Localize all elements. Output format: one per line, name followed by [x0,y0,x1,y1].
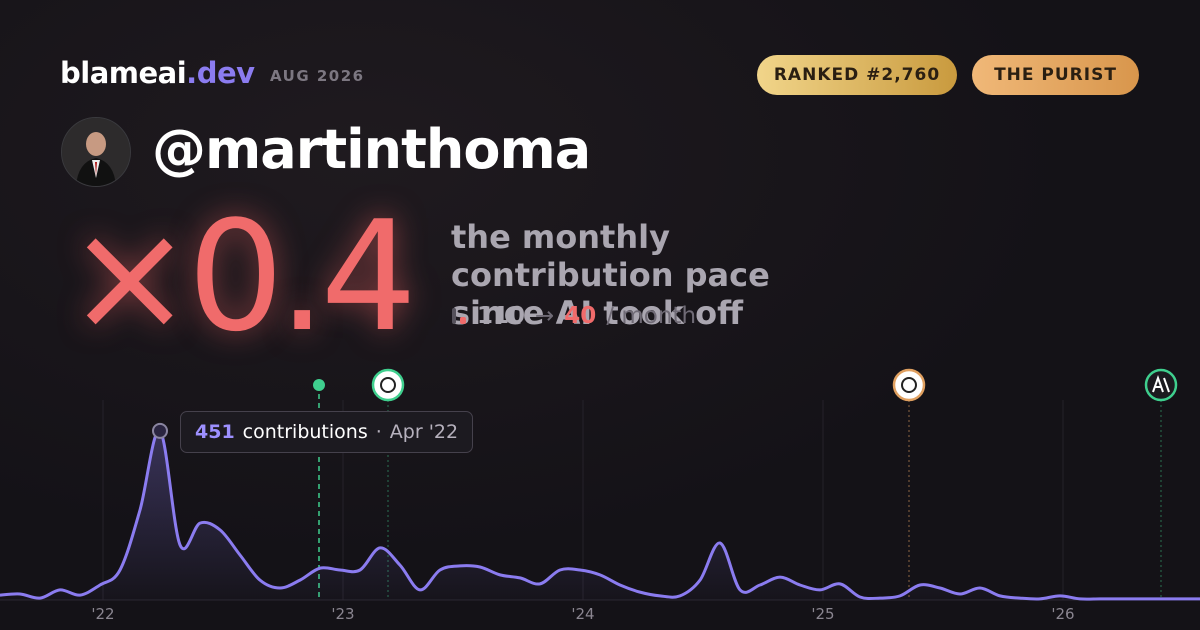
area [0,430,1200,600]
pace-after: 40 [564,303,597,329]
rank-badge: RANKED #2,760 [757,55,957,95]
brand-tld: .dev [186,56,255,90]
pace-icon [452,308,466,324]
tooltip-separator: · [375,421,382,443]
x-tick-label: '24 [571,605,594,623]
event-icon [371,368,405,402]
avatar [61,117,131,187]
pace: 110 → 40 / month [451,303,696,329]
chart: '22 '23 '24 '25 '26 [0,368,1200,623]
period: AUG 2026 [270,67,365,85]
tooltip-unit: contributions [242,421,368,443]
pace-unit: / month [606,303,697,329]
avatar-image [62,118,130,186]
tooltip-date: Apr '22 [389,421,459,443]
event-icon [892,368,926,402]
pace-arrow: → [535,303,555,329]
brand-name: blameai [60,56,187,90]
event-dot [313,379,325,391]
tooltip-value: 451 [195,421,235,443]
description: the monthly contribution pace since AI t… [451,218,770,332]
brand: blameai.dev [60,56,255,90]
multiplier: ×0.4 [66,188,417,365]
x-tick-label: '26 [1051,605,1074,623]
handle: @martinthoma [152,118,591,181]
x-tick-label: '25 [811,605,834,623]
tooltip: 451 contributions · Apr '22 [180,411,474,453]
highlight-point [152,422,168,439]
x-tick-label: '23 [331,605,354,623]
persona-badge: THE PURIST [972,55,1139,95]
pace-before: 110 [477,303,526,329]
event-icon-glyph [380,377,396,393]
event-icon-glyph [1152,375,1170,393]
event-icon-glyph [901,377,917,393]
line [0,429,1200,601]
x-tick-label: '22 [91,605,114,623]
